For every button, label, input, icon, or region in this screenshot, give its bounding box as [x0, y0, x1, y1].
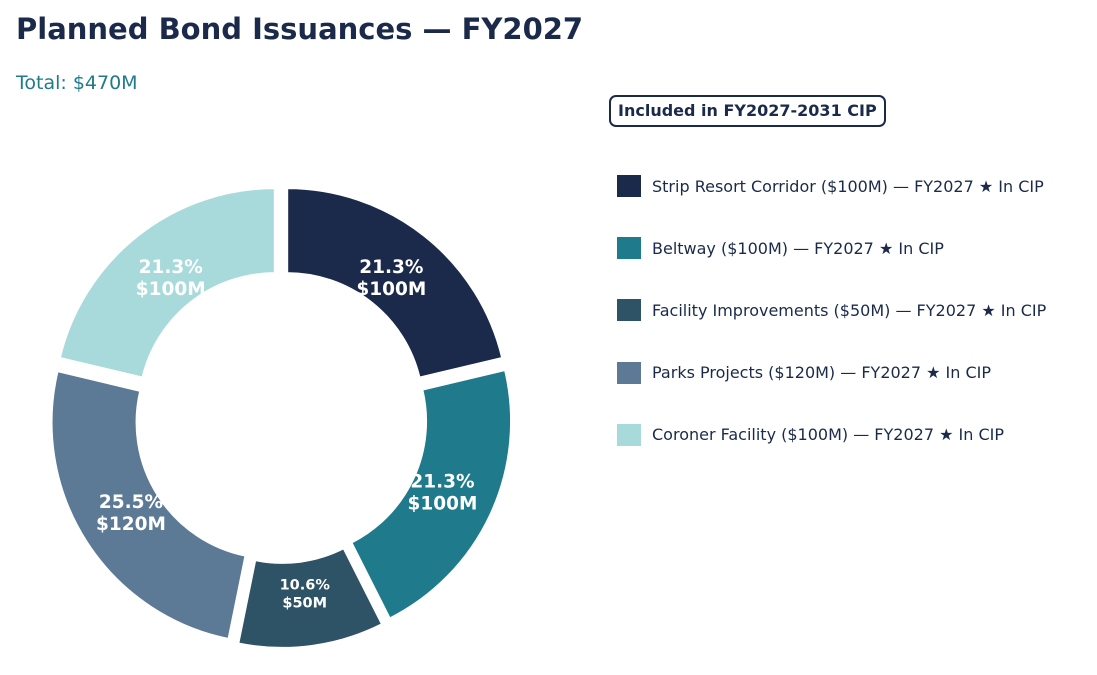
legend-swatch — [617, 423, 641, 446]
legend-label: Facility Improvements ($50M) — FY2027 ★ … — [652, 300, 1047, 320]
slice-value-label: $100M — [356, 279, 426, 300]
legend-item-strip-resort-corridor: Strip Resort Corridor ($100M) — FY2027 ★… — [617, 174, 1046, 198]
legend-label: Strip Resort Corridor ($100M) — FY2027 ★… — [652, 176, 1044, 196]
legend-title: Included in FY2027-2031 CIP — [609, 95, 886, 127]
legend-item-parks-projects: Parks Projects ($120M) — FY2027 ★ In CIP — [617, 361, 1046, 385]
legend-label: Beltway ($100M) — FY2027 ★ In CIP — [652, 238, 944, 258]
legend-item-facility-improvements: Facility Improvements ($50M) — FY2027 ★ … — [617, 298, 1046, 322]
legend-swatch — [617, 237, 641, 260]
donut-slice-coroner-facility — [58, 187, 276, 379]
donut-chart: 21.3%$100M21.3%$100M10.6%$50M25.5%$120M2… — [50, 187, 513, 649]
slice-value-label: $50M — [282, 595, 327, 611]
slice-value-label: $120M — [96, 514, 166, 535]
legend-item-coroner-facility: Coroner Facility ($100M) — FY2027 ★ In C… — [617, 423, 1046, 447]
slice-group-facility-improvements: 10.6% $50M — [237, 546, 384, 649]
slice-group-parks-projects: 25.5%$120M — [50, 369, 247, 641]
donut-slice-facility-improvements — [237, 546, 384, 649]
slice-percent-label: 25.5% — [99, 492, 163, 513]
legend-item-beltway: Beltway ($100M) — FY2027 ★ In CIP — [617, 236, 1046, 260]
donut-slice-parks-projects — [50, 369, 247, 641]
slice-percent-label: 21.3% — [410, 471, 474, 492]
slice-group-strip-resort-corridor: 21.3%$100M — [286, 187, 504, 379]
legend-swatch — [617, 299, 641, 322]
slice-value-label: $100M — [136, 279, 206, 300]
slice-value-label: $100M — [408, 493, 478, 514]
slice-percent-label: 21.3% — [139, 257, 203, 278]
chart-title: Planned Bond Issuances — FY2027 — [16, 12, 584, 46]
donut-slice-beltway — [350, 368, 513, 620]
slice-group-beltway: 21.3%$100M — [350, 368, 513, 620]
donut-slice-strip-resort-corridor — [286, 187, 504, 379]
slice-group-coroner-facility: 21.3%$100M — [58, 187, 276, 379]
slice-percent-label: 10.6% — [280, 577, 331, 593]
legend-label: Coroner Facility ($100M) — FY2027 ★ In C… — [652, 425, 1004, 445]
legend-swatch — [617, 175, 641, 197]
chart-subtitle: Total: $470M — [16, 72, 138, 94]
slice-percent-label: 21.3% — [359, 257, 423, 278]
legend-label: Parks Projects ($120M) — FY2027 ★ In CIP — [652, 363, 992, 383]
legend-swatch — [617, 361, 641, 384]
legend: Strip Resort Corridor ($100M) — FY2027 ★… — [617, 174, 1046, 485]
